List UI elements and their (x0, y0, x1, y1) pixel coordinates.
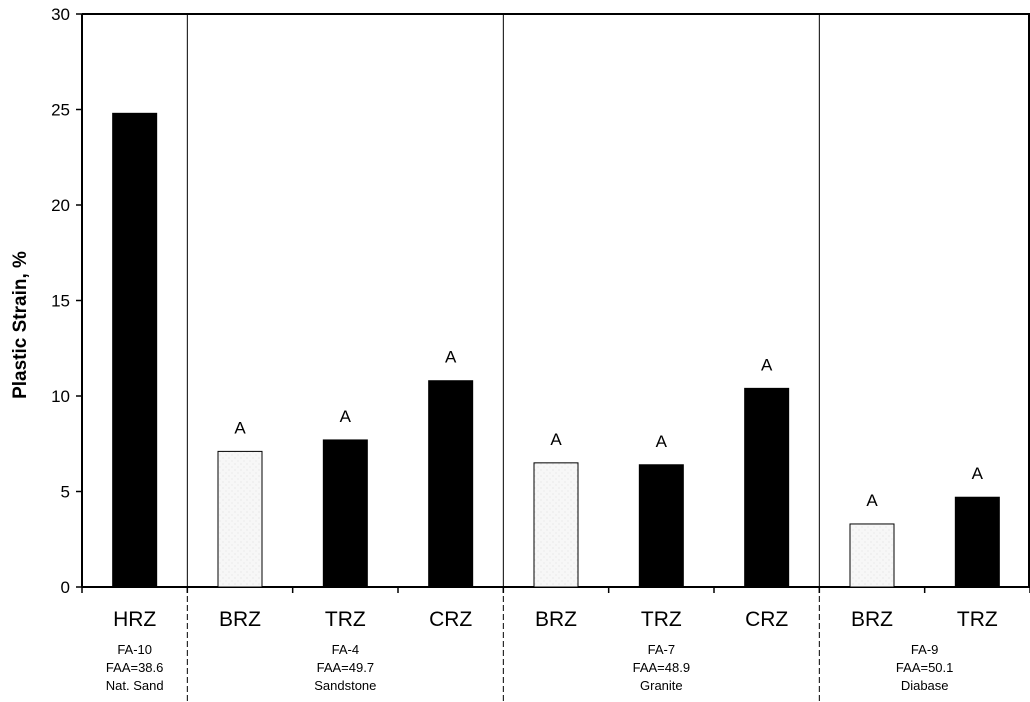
group-label-line: FA-7 (648, 642, 675, 657)
bar (217, 450, 263, 588)
category-label: BRZ (851, 608, 893, 631)
group-label-line: Diabase (901, 678, 949, 693)
bar-label: A (234, 418, 246, 437)
group-label-line: Granite (640, 678, 683, 693)
group-label-line: FA-9 (911, 642, 938, 657)
bar-label: A (550, 430, 562, 449)
y-tick-label: 15 (51, 292, 70, 311)
category-label: CRZ (745, 608, 788, 631)
category-label: BRZ (219, 608, 261, 631)
group-label-line: FA-4 (332, 642, 359, 657)
bar-label: A (340, 407, 352, 426)
group-label-line: FAA=48.9 (633, 660, 690, 675)
category-label: BRZ (535, 608, 577, 631)
category-label: TRZ (957, 608, 998, 631)
bar (428, 380, 474, 588)
bar (954, 496, 1000, 588)
category-label: CRZ (429, 608, 472, 631)
y-axis-title: Plastic Strain, % (10, 251, 31, 399)
bar-label: A (445, 348, 457, 367)
category-label: TRZ (325, 608, 366, 631)
y-tick-label: 20 (51, 196, 70, 215)
bar (744, 387, 790, 588)
y-tick-label: 5 (61, 483, 70, 502)
y-tick-label: 10 (51, 387, 70, 406)
bar (533, 462, 579, 588)
y-tick-label: 30 (51, 5, 70, 24)
category-label: TRZ (641, 608, 682, 631)
plot-area: 0 5 10 15 20 25 30 HRZ A BRZ A TRZ A CRZ A BRZ A TRZ A CRZ A… (51, 5, 1030, 702)
category-label: HRZ (113, 608, 156, 631)
bar-label: A (972, 464, 984, 483)
y-tick-label: 0 (61, 578, 70, 597)
group-label-line: FA-10 (117, 642, 152, 657)
group-label-line: FAA=49.7 (317, 660, 374, 675)
bar (322, 439, 368, 588)
group-label-line: FAA=38.6 (106, 660, 163, 675)
bar (638, 464, 684, 588)
bar-label: A (761, 355, 773, 374)
group-label-line: FAA=50.1 (896, 660, 953, 675)
bar (849, 523, 895, 588)
bar-label: A (866, 491, 878, 510)
bar-label: A (656, 432, 668, 451)
group-label-line: Sandstone (314, 678, 376, 693)
bar (112, 112, 158, 588)
group-label-line: Nat. Sand (106, 678, 164, 693)
y-tick-label: 25 (51, 101, 70, 120)
